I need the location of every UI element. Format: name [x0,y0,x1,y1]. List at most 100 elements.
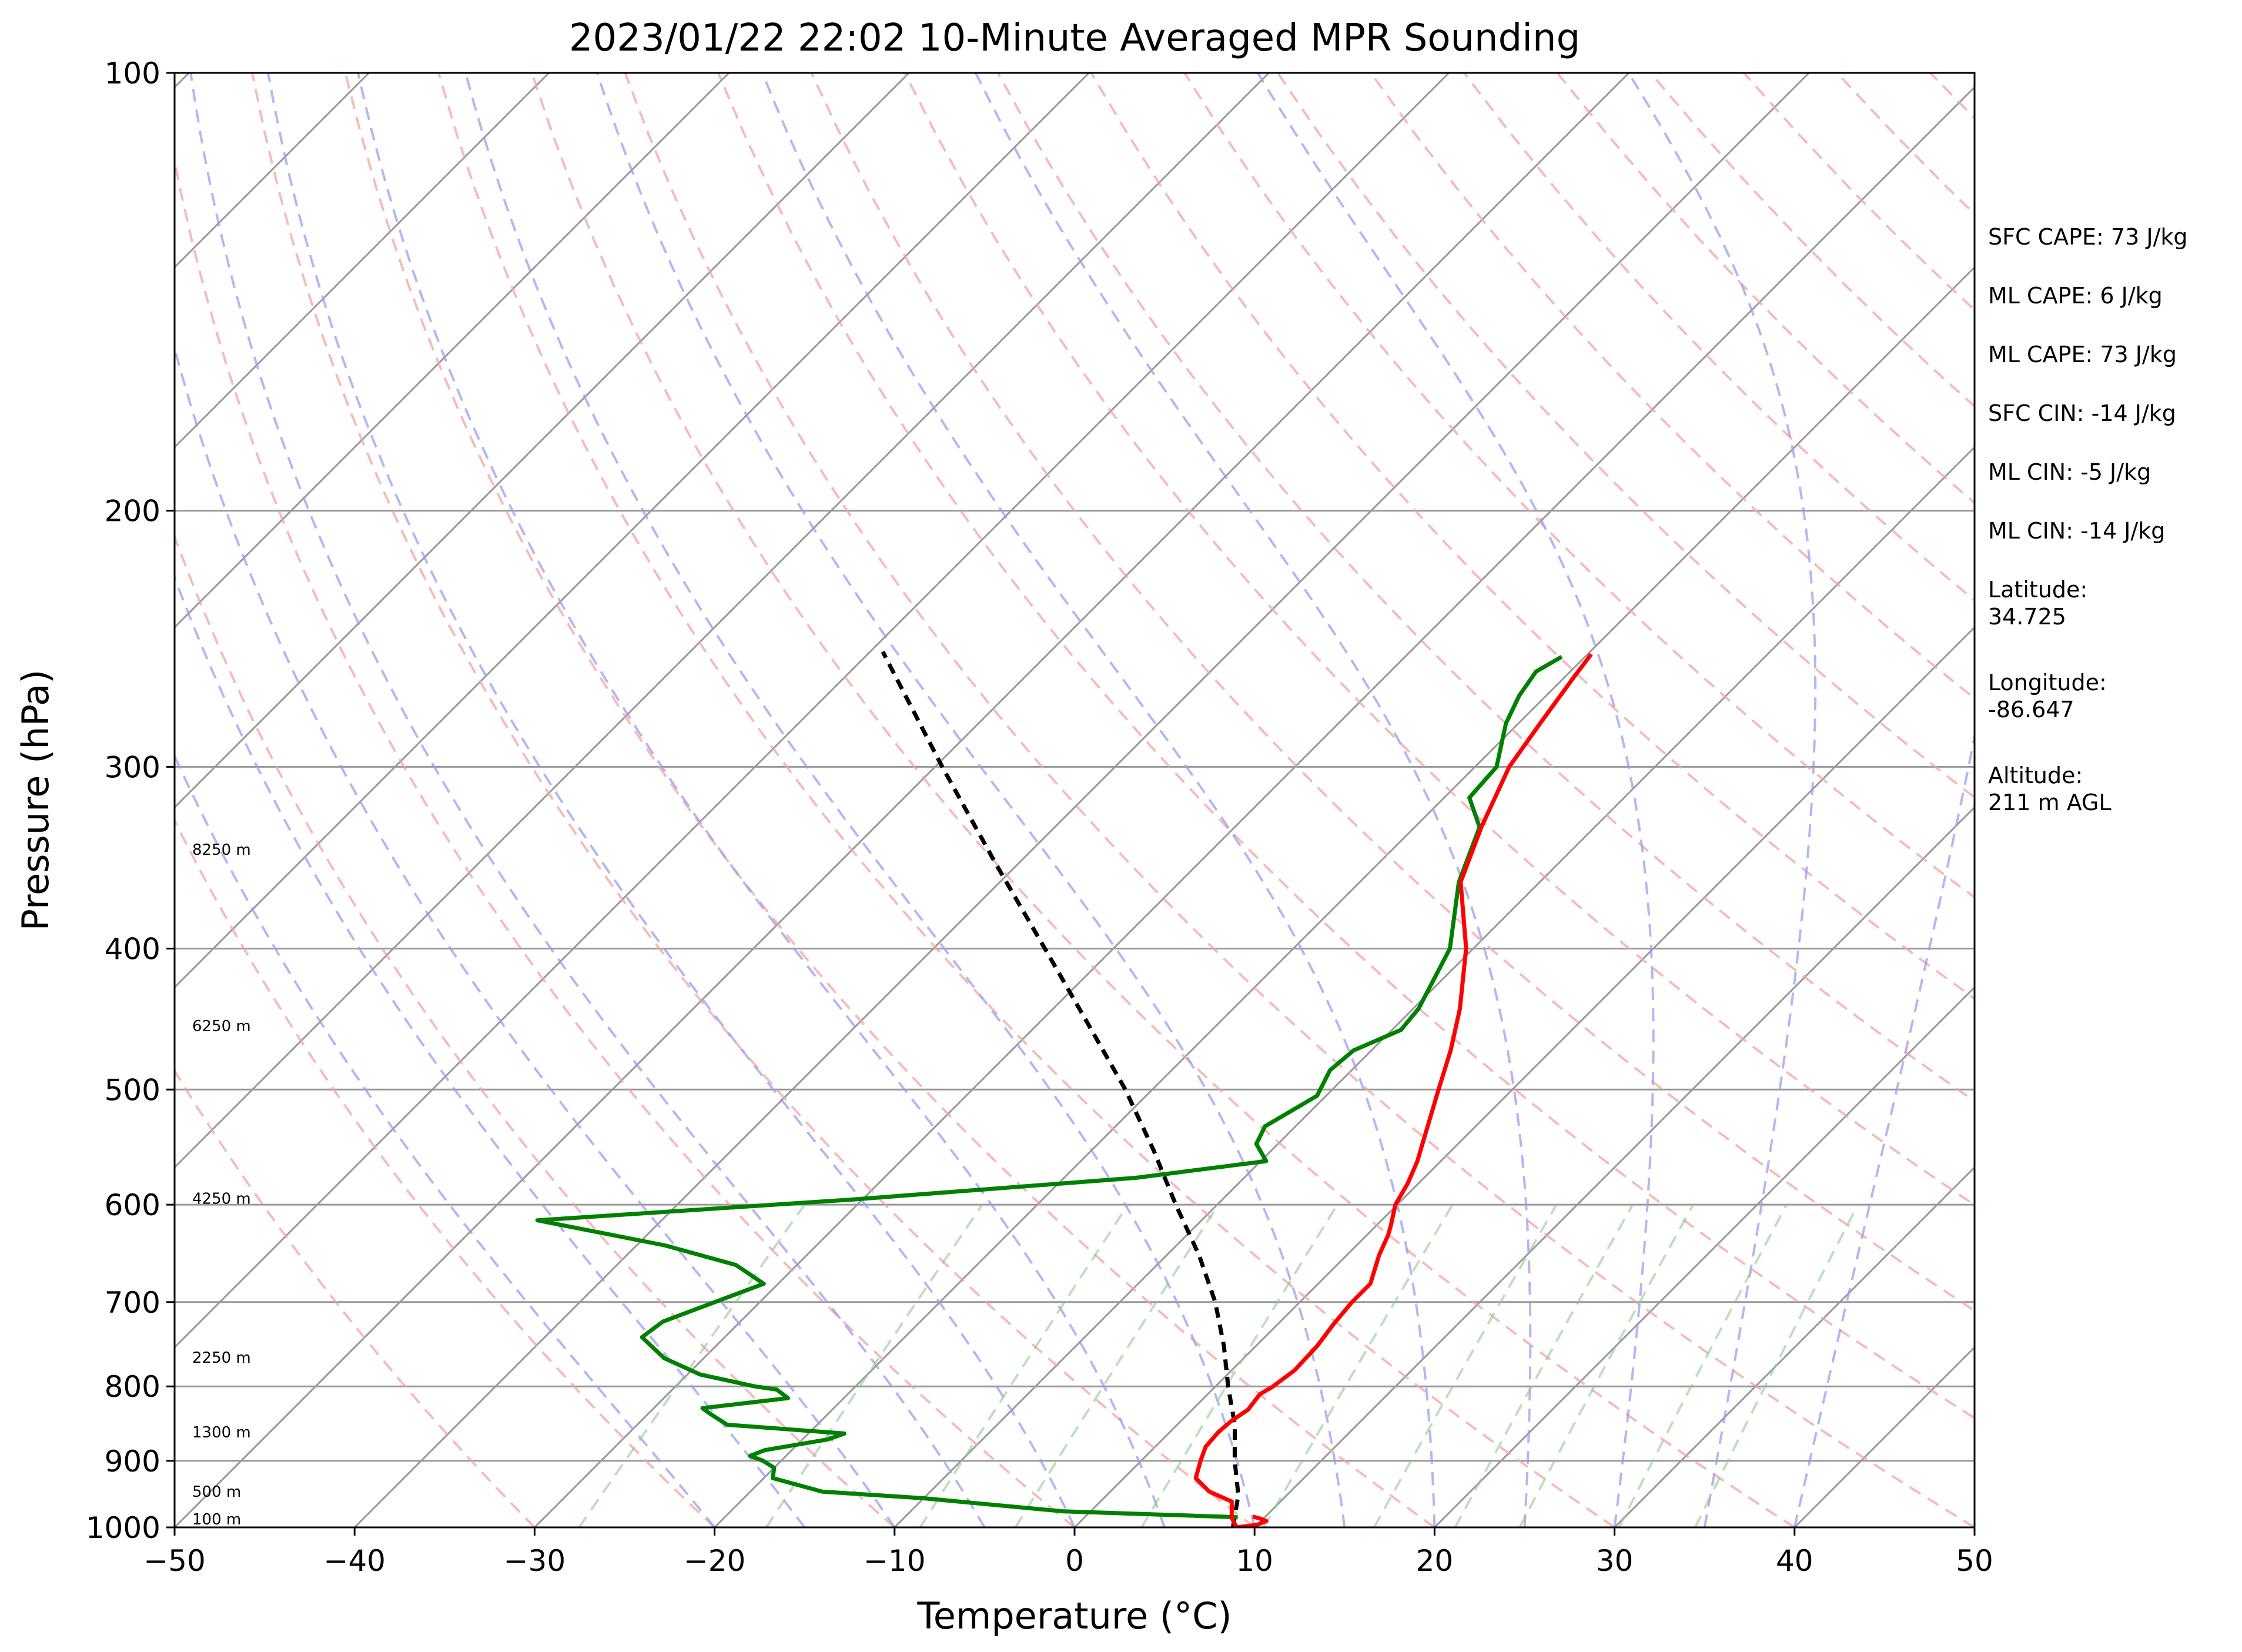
dry-adiabat-line [175,533,896,1527]
dry-adiabat-line [250,73,1256,1527]
height-label: 1300 m [192,1424,251,1442]
y-axis: 1000 900 800 700 600 500 400 300 200 100 [86,56,175,1545]
isotherm-line [894,446,1975,1527]
x-tick-label: 50 [1956,1544,1993,1578]
x-tick-label: 30 [1596,1544,1634,1578]
mixing-ratio-line [1454,1204,1634,1527]
isotherm-line [354,73,1810,1527]
dry-adiabat-line [1090,73,1975,1000]
isotherm-line [1434,986,1975,1527]
moist-adiabat-line [1793,730,1975,1527]
dewpoint-line [535,655,1563,1520]
mixing-ratio-line [1373,1204,1558,1527]
mixing-ratio-line [1694,1204,1859,1527]
index-label: SFC CIN: -14 J/kg [1988,400,2176,426]
moist-adiabat-line [175,343,896,1527]
index-value: -86.647 [1988,697,2074,723]
index-value: 34.725 [1988,604,2066,630]
mixing-ratio-line [1263,1204,1454,1527]
x-axis-label: Temperature (°C) [916,1594,1232,1637]
height-label: 100 m [192,1511,241,1529]
dry-adiabat-line [344,73,1435,1527]
moist-adiabat-line [267,73,1076,1527]
mixing-ratio-line [1014,1204,1219,1527]
index-label: ML CAPE: 6 J/kg [1988,283,2163,309]
index-label: Latitude: [1988,577,2087,603]
moist-adiabat-line [357,73,1166,1527]
mixing-ratio-line [578,1203,806,1527]
moist-adiabat-line [761,73,1436,1527]
chart-title: 2023/01/22 22:02 10-Minute Averaged MPR … [569,16,1580,60]
isotherm-line [1073,626,1975,1527]
dry-adiabat-line [904,73,1975,1207]
height-labels: 100 m 500 m 1300 m 2250 m 4250 m 6250 m 8250 m [192,841,251,1529]
isotherm-line [175,73,1450,1349]
isotherm-line [175,73,550,449]
x-tick-label: −40 [323,1544,386,1578]
height-label: 8250 m [192,841,251,859]
dry-adiabat-line [717,73,1975,1420]
moist-adiabat-line [975,73,1532,1527]
y-tick-label: 500 [105,1073,160,1107]
sounding-indices: SFC CAPE: 73 J/kg ML CAPE: 6 J/kg ML CAPE:… [1988,224,2188,815]
y-tick-label: 700 [105,1286,160,1320]
height-label: 4250 m [192,1190,251,1208]
dry-adiabat-line [175,155,1076,1527]
y-tick-label: 1000 [86,1511,160,1545]
y-tick-label: 900 [105,1444,160,1479]
mixing-ratio-line [1140,1204,1338,1527]
y-tick-label: 400 [105,932,160,966]
x-tick-label: −10 [864,1544,926,1578]
grid-lines [175,73,1975,1527]
x-tick-label: 10 [1236,1544,1273,1578]
dry-adiabat-line [175,1068,536,1527]
dry-adiabat-line [530,73,1795,1527]
mixing-ratio-line [1618,1204,1788,1527]
index-label: ML CIN: -5 J/kg [1988,459,2151,485]
dry-adiabat-line [624,73,1975,1527]
temperature-line [1193,653,1593,1527]
dry-adiabat-line [810,73,1975,1312]
y-tick-label: 300 [105,750,160,784]
index-label: Altitude: [1988,763,2083,788]
dry-adiabat-line [437,73,1615,1527]
isotherm-line [175,73,1090,989]
x-tick-label: −50 [143,1544,206,1578]
isotherm-line [1614,1166,1975,1527]
x-tick-label: 0 [1065,1544,1084,1578]
sounding-traces [535,650,1593,1527]
isotherm-line [175,73,1630,1527]
x-tick-label: −20 [684,1544,746,1578]
isotherm-line [534,86,1975,1527]
moist-adiabat-line [189,73,986,1527]
isotherm-line [175,73,910,809]
moist-adiabat-line [175,753,716,1527]
x-tick-label: 40 [1776,1544,1813,1578]
parcel-profile-line [881,650,1241,1527]
isotherm-line [1254,806,1975,1527]
isotherm-line [175,73,1270,1169]
y-tick-label: 800 [105,1370,160,1404]
x-tick-label: −30 [504,1544,566,1578]
index-label: ML CAPE: 73 J/kg [1988,342,2177,367]
index-label: SFC CAPE: 73 J/kg [1988,224,2188,250]
y-tick-label: 100 [105,56,160,91]
mixing-ratio-line [919,1204,1129,1527]
height-label: 500 m [192,1483,241,1501]
isotherm-line [175,73,730,629]
dry-adiabat-line [1183,73,1975,899]
moist-adiabat-line [1627,73,1817,1527]
x-axis: −50 −40 −30 −20 −10 0 10 20 30 40 50 [143,1527,1993,1578]
y-tick-label: 200 [105,494,160,529]
y-tick-label: 600 [105,1188,160,1222]
height-label: 2250 m [192,1349,251,1367]
index-label: Longitude: [1988,670,2107,695]
y-axis-label: Pressure (hPa) [14,670,57,931]
dry-adiabat-line [1370,73,1975,700]
x-tick-label: 20 [1416,1544,1454,1578]
moist-adiabat-line [595,73,1346,1527]
mixing-ratio-line [1518,1204,1695,1527]
index-value: 211 m AGL [1988,790,2112,815]
index-label: ML CIN: -14 J/kg [1988,518,2165,544]
